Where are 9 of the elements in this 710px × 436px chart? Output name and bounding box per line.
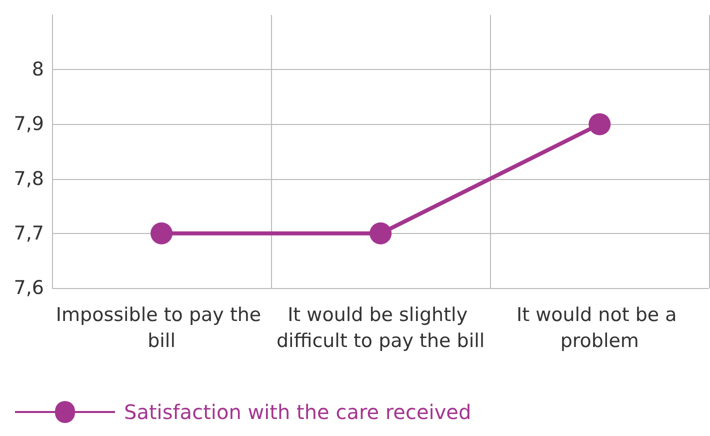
y-tick-label: 7,8 — [14, 168, 44, 190]
y-tick-label: 7,6 — [14, 277, 44, 299]
y-tick-label: 7,7 — [14, 222, 44, 244]
x-tick-label: Impossible to pay the bill — [56, 304, 268, 352]
y-tick-label: 7,9 — [14, 113, 44, 136]
legend-label: Satisfaction with the care received — [124, 400, 472, 424]
x-tick-label: It would be slightly difficult to pay the bill — [276, 304, 485, 352]
y-tick-label: 8 — [32, 58, 44, 81]
x-tick-label: It would not be a problem — [516, 304, 683, 352]
